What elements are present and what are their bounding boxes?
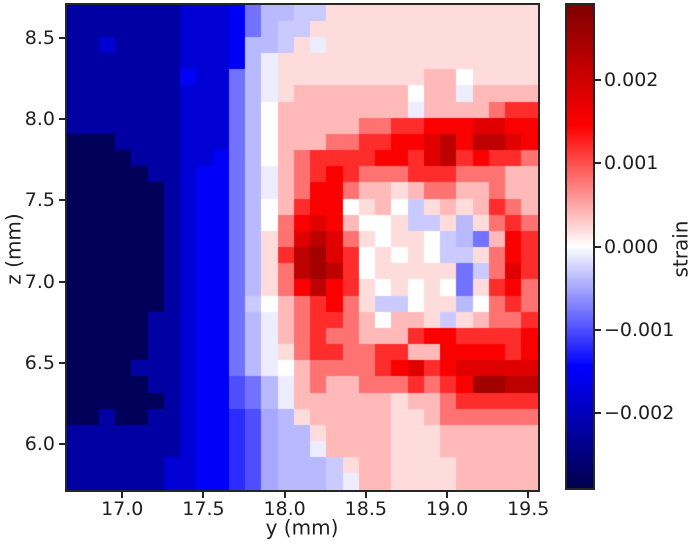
colorbar-tick-label: 0.000 — [604, 235, 659, 258]
y-tick-label: 8.5 — [24, 26, 55, 49]
y-tick-mark — [59, 36, 65, 39]
heatmap-image — [67, 5, 538, 490]
y-tick-label: 8.0 — [24, 107, 55, 130]
colorbar-tick-mark — [595, 412, 601, 415]
colorbar-label: strain — [668, 220, 693, 278]
colorbar-tick-mark — [595, 78, 601, 81]
x-tick-mark — [364, 492, 367, 498]
y-tick-mark — [59, 443, 65, 446]
colorbar-tick-mark — [595, 162, 601, 165]
y-tick-label: 6.5 — [24, 352, 55, 375]
y-tick-label: 7.0 — [24, 270, 55, 293]
x-tick-label: 19.5 — [507, 498, 550, 520]
y-tick-label: 7.5 — [24, 189, 55, 212]
x-tick-label: 17.5 — [182, 498, 225, 520]
colorbar-tick-mark — [595, 328, 601, 331]
x-tick-label: 19.0 — [425, 498, 469, 520]
x-tick-mark — [121, 492, 124, 498]
y-tick-label: 6.0 — [24, 433, 55, 456]
x-axis-label: y (mm) — [265, 515, 339, 540]
colorbar-tick-label: −0.001 — [604, 318, 675, 341]
colorbar-tick-label: 0.001 — [604, 152, 659, 175]
x-tick-label: 18.0 — [263, 498, 306, 520]
y-tick-mark — [59, 117, 65, 120]
colorbar — [567, 5, 593, 488]
x-tick-mark — [527, 492, 530, 498]
x-tick-mark — [283, 492, 286, 498]
y-tick-mark — [59, 199, 65, 202]
y-tick-mark — [59, 362, 65, 365]
x-tick-mark — [446, 492, 449, 498]
colorbar-tick-label: −0.002 — [604, 402, 675, 425]
colorbar-tick-mark — [595, 245, 601, 248]
x-tick-label: 18.5 — [344, 498, 387, 520]
y-tick-mark — [59, 280, 65, 283]
colorbar-tick-label: 0.002 — [604, 68, 659, 91]
x-tick-mark — [202, 492, 205, 498]
y-axis-label: z (mm) — [1, 213, 26, 285]
x-tick-label: 17.0 — [101, 498, 144, 520]
